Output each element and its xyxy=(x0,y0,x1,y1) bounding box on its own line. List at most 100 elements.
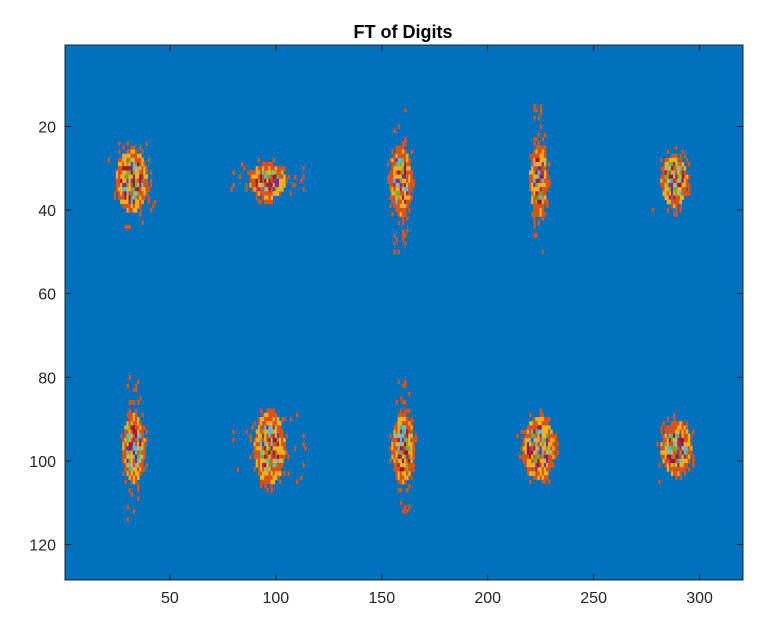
heatmap-cell xyxy=(274,454,278,460)
heatmap-cell xyxy=(132,208,136,213)
heatmap-cell xyxy=(143,437,146,443)
heatmap-cell xyxy=(393,233,396,238)
heatmap-cell xyxy=(401,157,405,163)
heatmap-cell xyxy=(141,429,144,435)
heatmap-cell xyxy=(535,187,538,192)
heatmap-cell xyxy=(535,467,538,472)
heatmap-cell xyxy=(535,178,538,184)
heatmap-cell xyxy=(274,450,278,456)
heatmap-cell xyxy=(683,433,687,439)
heatmap-cell xyxy=(543,429,547,435)
heatmap-cell xyxy=(395,475,399,481)
heatmap-cell xyxy=(264,425,267,430)
heatmap-cell xyxy=(662,450,666,456)
heatmap-cell xyxy=(259,178,263,184)
heatmap-cell xyxy=(545,187,549,192)
heatmap-cell xyxy=(134,429,138,435)
heatmap-cell xyxy=(531,471,534,476)
heatmap-cell xyxy=(115,170,119,175)
heatmap-cell xyxy=(670,433,674,439)
heatmap-cell xyxy=(408,408,411,414)
heatmap-cell xyxy=(673,166,676,171)
heatmap-cell xyxy=(128,421,132,426)
heatmap-cell xyxy=(662,437,666,443)
heatmap-cell xyxy=(278,450,282,456)
heatmap-cell xyxy=(679,462,682,468)
heatmap-cell xyxy=(391,174,394,180)
heatmap-cell xyxy=(272,166,276,171)
heatmap-cell xyxy=(664,182,668,188)
heatmap-cell xyxy=(666,170,670,175)
heatmap-cell xyxy=(230,187,233,192)
heatmap-cell xyxy=(272,429,276,435)
heatmap-cell xyxy=(670,162,674,167)
heatmap-cell xyxy=(124,442,127,447)
heatmap-cell xyxy=(675,187,678,192)
heatmap-cell xyxy=(677,199,680,205)
heatmap-cell xyxy=(401,475,405,481)
heatmap-cell xyxy=(149,182,153,188)
heatmap-cell xyxy=(677,425,680,430)
heatmap-cell xyxy=(395,437,399,443)
heatmap-cell xyxy=(520,429,524,435)
heatmap-cell xyxy=(272,433,276,439)
heatmap-cell xyxy=(122,471,125,476)
heatmap-cell xyxy=(670,166,674,171)
heatmap-cell xyxy=(128,437,132,443)
heatmap-cell xyxy=(666,437,670,443)
heatmap-cell xyxy=(410,437,413,443)
heatmap-cell xyxy=(692,458,695,464)
heatmap-cell xyxy=(259,462,263,468)
heatmap-cell xyxy=(117,170,121,175)
heatmap-cell xyxy=(257,450,261,456)
heatmap-cell xyxy=(537,187,540,192)
heatmap-cell xyxy=(268,479,271,485)
heatmap-cell xyxy=(276,446,280,451)
heatmap-cell xyxy=(397,203,401,209)
heatmap-cell xyxy=(685,433,689,439)
heatmap-cell xyxy=(397,488,401,493)
heatmap-cell xyxy=(264,437,267,443)
heatmap-cell xyxy=(124,187,127,192)
heatmap-cell xyxy=(266,488,269,493)
heatmap-cell xyxy=(134,433,138,439)
heatmap-cell xyxy=(543,446,547,451)
heatmap-cell xyxy=(134,442,138,447)
heatmap-cell xyxy=(249,174,252,180)
heatmap-cell xyxy=(535,421,538,426)
heatmap-cell xyxy=(268,462,271,468)
heatmap-cell xyxy=(126,203,129,209)
heatmap-cell xyxy=(548,416,551,422)
heatmap-cell xyxy=(128,454,132,460)
heatmap-cell xyxy=(145,141,149,146)
heatmap-cell xyxy=(404,178,407,184)
heatmap-cell xyxy=(533,136,536,142)
heatmap-cell xyxy=(300,178,303,184)
heatmap-cell xyxy=(533,216,536,221)
heatmap-cell xyxy=(126,182,129,188)
heatmap-cell xyxy=(681,433,685,439)
heatmap-cell xyxy=(541,182,545,188)
heatmap-cell xyxy=(126,450,129,456)
heatmap-cell xyxy=(268,195,271,201)
heatmap-cell xyxy=(526,458,530,464)
heatmap-cell xyxy=(389,178,392,184)
heatmap-cell xyxy=(132,182,136,188)
heatmap-cell xyxy=(545,174,549,180)
heatmap-cell xyxy=(259,182,263,188)
heatmap-cell xyxy=(670,446,674,451)
heatmap-cell xyxy=(668,462,672,468)
heatmap-cell xyxy=(668,199,672,205)
heatmap-cell xyxy=(393,191,396,196)
heatmap-cell xyxy=(295,412,299,418)
heatmap-cell xyxy=(673,442,676,447)
heatmap-cell xyxy=(264,174,267,180)
heatmap-cell xyxy=(134,454,138,460)
heatmap-cell xyxy=(270,479,274,485)
heatmap-cell xyxy=(666,162,670,167)
heatmap-cell xyxy=(132,458,136,464)
heatmap-cell xyxy=(249,170,252,175)
heatmap-cell xyxy=(120,178,123,184)
heatmap-cell xyxy=(404,421,407,426)
heatmap-cell xyxy=(548,178,551,184)
